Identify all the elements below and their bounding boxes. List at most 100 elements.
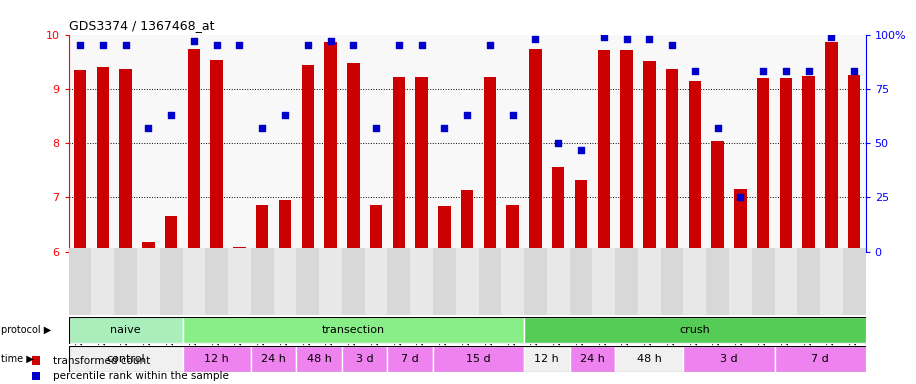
Bar bbox=[775, 248, 797, 315]
Bar bbox=[159, 248, 182, 315]
Bar bbox=[119, 69, 132, 252]
Text: 48 h: 48 h bbox=[307, 354, 332, 364]
Bar bbox=[301, 65, 314, 252]
Bar bbox=[689, 81, 701, 252]
Point bbox=[278, 112, 292, 118]
Bar bbox=[182, 248, 205, 315]
Bar bbox=[297, 248, 319, 315]
Bar bbox=[752, 248, 775, 315]
Bar bbox=[683, 248, 706, 315]
Bar bbox=[365, 248, 387, 315]
Bar bbox=[438, 206, 451, 252]
Bar bbox=[297, 346, 342, 372]
Point bbox=[300, 42, 315, 48]
Text: 12 h: 12 h bbox=[204, 354, 229, 364]
Bar bbox=[387, 346, 433, 372]
Bar bbox=[706, 248, 729, 315]
Bar bbox=[638, 248, 660, 315]
Bar bbox=[802, 76, 815, 252]
Text: control: control bbox=[106, 354, 145, 364]
Point bbox=[573, 146, 588, 152]
Text: protocol ▶: protocol ▶ bbox=[1, 325, 51, 335]
Text: 24 h: 24 h bbox=[580, 354, 605, 364]
Bar bbox=[734, 189, 747, 252]
Text: 12 h: 12 h bbox=[534, 354, 560, 364]
Point bbox=[619, 36, 634, 42]
Text: crush: crush bbox=[680, 325, 710, 335]
Point bbox=[733, 194, 747, 200]
Point bbox=[141, 125, 156, 131]
Text: time ▶: time ▶ bbox=[1, 354, 34, 364]
Bar bbox=[347, 63, 360, 252]
Bar bbox=[92, 248, 114, 315]
Bar bbox=[433, 346, 524, 372]
Point bbox=[369, 125, 384, 131]
Bar bbox=[433, 248, 456, 315]
Point bbox=[255, 125, 269, 131]
Point bbox=[688, 68, 703, 74]
Bar bbox=[319, 248, 342, 315]
Text: 3 d: 3 d bbox=[356, 354, 374, 364]
Bar bbox=[142, 242, 155, 252]
Bar bbox=[484, 78, 496, 252]
Bar bbox=[387, 248, 410, 315]
Bar bbox=[683, 346, 775, 372]
Bar bbox=[643, 61, 656, 252]
Point bbox=[232, 42, 246, 48]
Point bbox=[187, 38, 202, 44]
Point bbox=[802, 68, 816, 74]
Bar bbox=[69, 248, 92, 315]
Bar bbox=[507, 205, 519, 252]
Bar bbox=[234, 247, 245, 252]
Text: 7 d: 7 d bbox=[401, 354, 420, 364]
Bar bbox=[69, 346, 182, 372]
Bar bbox=[616, 248, 638, 315]
Bar bbox=[570, 346, 616, 372]
Point bbox=[346, 42, 361, 48]
Bar bbox=[620, 50, 633, 252]
Text: transformed count: transformed count bbox=[52, 356, 150, 366]
Bar bbox=[114, 248, 137, 315]
Bar bbox=[597, 50, 610, 252]
Bar bbox=[820, 248, 843, 315]
Bar bbox=[32, 372, 40, 380]
Text: 15 d: 15 d bbox=[466, 354, 491, 364]
Bar bbox=[848, 75, 860, 252]
Bar bbox=[211, 60, 223, 252]
Bar bbox=[251, 248, 274, 315]
Bar bbox=[228, 248, 251, 315]
Bar bbox=[274, 248, 297, 315]
Bar bbox=[574, 180, 587, 252]
Point bbox=[483, 42, 497, 48]
Bar bbox=[666, 69, 679, 252]
Bar bbox=[251, 346, 297, 372]
Bar bbox=[797, 248, 820, 315]
Bar bbox=[524, 248, 547, 315]
Bar bbox=[278, 200, 291, 252]
Text: 24 h: 24 h bbox=[261, 354, 286, 364]
Point bbox=[95, 42, 110, 48]
Bar bbox=[137, 248, 159, 315]
Text: GDS3374 / 1367468_at: GDS3374 / 1367468_at bbox=[69, 19, 214, 32]
Bar bbox=[529, 49, 541, 252]
Bar bbox=[69, 317, 182, 343]
Point bbox=[551, 140, 565, 146]
Text: percentile rank within the sample: percentile rank within the sample bbox=[52, 371, 229, 381]
Point bbox=[437, 125, 452, 131]
Point bbox=[118, 42, 133, 48]
Bar bbox=[370, 205, 382, 252]
Point bbox=[529, 36, 543, 42]
Bar bbox=[547, 248, 570, 315]
Point bbox=[665, 42, 680, 48]
Bar bbox=[324, 42, 337, 252]
Bar bbox=[616, 346, 683, 372]
Point bbox=[72, 42, 87, 48]
Point bbox=[824, 34, 839, 40]
Bar bbox=[342, 248, 365, 315]
Text: 7 d: 7 d bbox=[812, 354, 829, 364]
Text: naive: naive bbox=[110, 325, 141, 335]
Bar bbox=[182, 346, 251, 372]
Point bbox=[460, 112, 474, 118]
Point bbox=[506, 112, 520, 118]
Point bbox=[323, 38, 338, 44]
